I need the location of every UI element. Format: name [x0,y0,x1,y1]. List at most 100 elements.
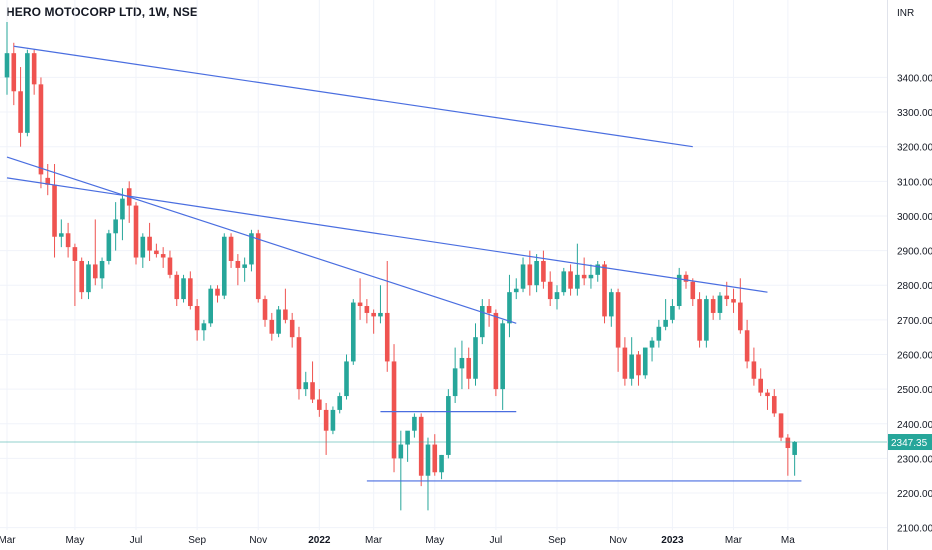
candle[interactable] [541,250,546,289]
candle[interactable] [228,233,234,268]
candle[interactable] [670,299,675,324]
candle[interactable] [588,264,594,289]
candle[interactable] [744,319,750,369]
candle[interactable] [622,337,628,386]
candle[interactable] [418,413,424,487]
candle[interactable] [425,437,431,511]
candle[interactable] [194,299,200,341]
candle[interactable] [771,389,777,417]
candle[interactable] [310,361,315,403]
candle[interactable] [751,347,757,386]
candle[interactable] [615,288,621,372]
candle[interactable] [398,430,404,511]
time-axis[interactable]: Mar May Jul Sep Nov 2022 Mar May Jul Sep Nov 2023 Ma… [0,535,795,546]
candle[interactable] [656,319,662,348]
candle[interactable] [738,278,743,334]
trendline[interactable] [6,156,517,324]
candle[interactable] [330,406,336,435]
candle[interactable] [717,292,723,320]
candle[interactable] [11,42,17,106]
candle[interactable] [602,260,607,324]
candle[interactable] [242,257,247,282]
candle[interactable] [384,260,390,372]
candle[interactable] [337,392,343,414]
candle[interactable] [147,222,152,261]
candle[interactable] [4,22,10,95]
candle[interactable] [86,260,91,300]
candle[interactable] [466,347,472,390]
candle[interactable] [99,257,105,289]
candle[interactable] [452,347,458,403]
candle[interactable] [609,288,614,327]
candle[interactable] [303,371,309,397]
candle[interactable] [405,430,410,462]
candle[interactable] [215,285,220,303]
candle[interactable] [432,434,438,476]
candle[interactable] [507,274,512,338]
candle[interactable] [31,49,37,95]
candle[interactable] [649,337,655,362]
candle[interactable] [357,278,363,320]
candle[interactable] [697,292,702,348]
candle[interactable] [350,299,356,365]
price-axis[interactable]: 2100.00 2200.00 2300.00 2400.00 2500.00 2600.… [897,73,932,534]
candle[interactable] [778,413,784,442]
candle[interactable] [262,295,268,327]
candle[interactable] [167,250,173,279]
candle[interactable] [38,77,44,189]
candle[interactable] [554,285,560,310]
candle[interactable] [221,233,227,300]
candle[interactable] [344,354,349,400]
candle[interactable] [25,49,30,137]
candle[interactable] [235,254,241,286]
candle[interactable] [690,278,696,307]
candle[interactable] [493,309,499,397]
candle[interactable] [731,288,736,313]
candle[interactable] [45,164,51,196]
candle[interactable] [459,340,465,390]
candle[interactable] [59,219,64,248]
candle[interactable] [323,402,329,455]
candle[interactable] [480,299,485,345]
candle[interactable] [201,319,207,341]
candle[interactable] [92,219,98,286]
candle[interactable] [595,260,601,282]
candle[interactable] [276,306,281,338]
candle[interactable] [581,257,587,286]
candle[interactable] [120,188,125,241]
candle[interactable] [317,389,322,417]
candle[interactable] [283,288,288,324]
candle[interactable] [663,299,668,331]
candle[interactable] [289,312,295,348]
candle[interactable] [106,229,112,265]
candle[interactable] [79,257,84,300]
candle[interactable] [72,243,78,307]
candle[interactable] [391,344,397,473]
candle[interactable] [758,368,763,397]
candle[interactable] [255,229,261,303]
candle[interactable] [140,233,146,268]
candle[interactable] [792,441,797,476]
candle[interactable] [412,413,417,438]
candle[interactable] [364,299,370,324]
candle[interactable] [642,347,648,379]
candle[interactable] [378,285,383,324]
candle[interactable] [710,295,716,320]
candle[interactable] [513,278,519,300]
candle[interactable] [18,67,23,147]
candle[interactable] [439,454,444,480]
candle[interactable] [296,326,302,400]
candle[interactable] [527,250,533,296]
candle[interactable] [133,202,139,265]
candle[interactable] [785,434,791,476]
candle[interactable] [473,323,478,386]
trendline[interactable] [13,45,693,148]
candle[interactable] [534,254,539,293]
candle[interactable] [371,309,376,334]
candle[interactable] [568,264,573,296]
candle[interactable] [636,351,641,386]
candle[interactable] [208,285,213,327]
candle[interactable] [160,247,166,268]
